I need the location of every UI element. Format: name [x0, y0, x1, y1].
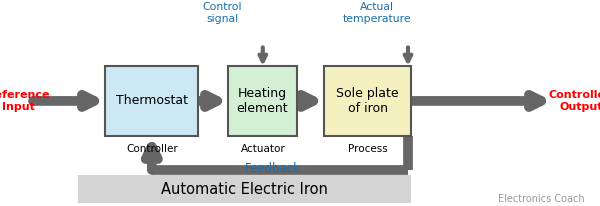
Text: Control
signal: Control signal: [202, 2, 242, 24]
Text: Thermostat: Thermostat: [115, 94, 187, 108]
Text: Automatic Electric Iron: Automatic Electric Iron: [161, 182, 328, 197]
FancyBboxPatch shape: [78, 175, 411, 203]
Text: Controlled
Output: Controlled Output: [548, 90, 600, 112]
Text: Process: Process: [348, 144, 388, 154]
Text: Heating
element: Heating element: [236, 87, 289, 115]
Text: Electronics Coach: Electronics Coach: [499, 194, 585, 204]
FancyBboxPatch shape: [324, 66, 411, 136]
Text: Feedback: Feedback: [245, 162, 301, 175]
Text: Actuator: Actuator: [241, 144, 285, 154]
FancyBboxPatch shape: [228, 66, 297, 136]
Text: Controller: Controller: [126, 144, 178, 154]
FancyBboxPatch shape: [105, 66, 198, 136]
Text: Reference
Input: Reference Input: [0, 90, 50, 112]
Text: Actual
temperature: Actual temperature: [343, 2, 411, 24]
Text: Sole plate
of iron: Sole plate of iron: [336, 87, 399, 115]
